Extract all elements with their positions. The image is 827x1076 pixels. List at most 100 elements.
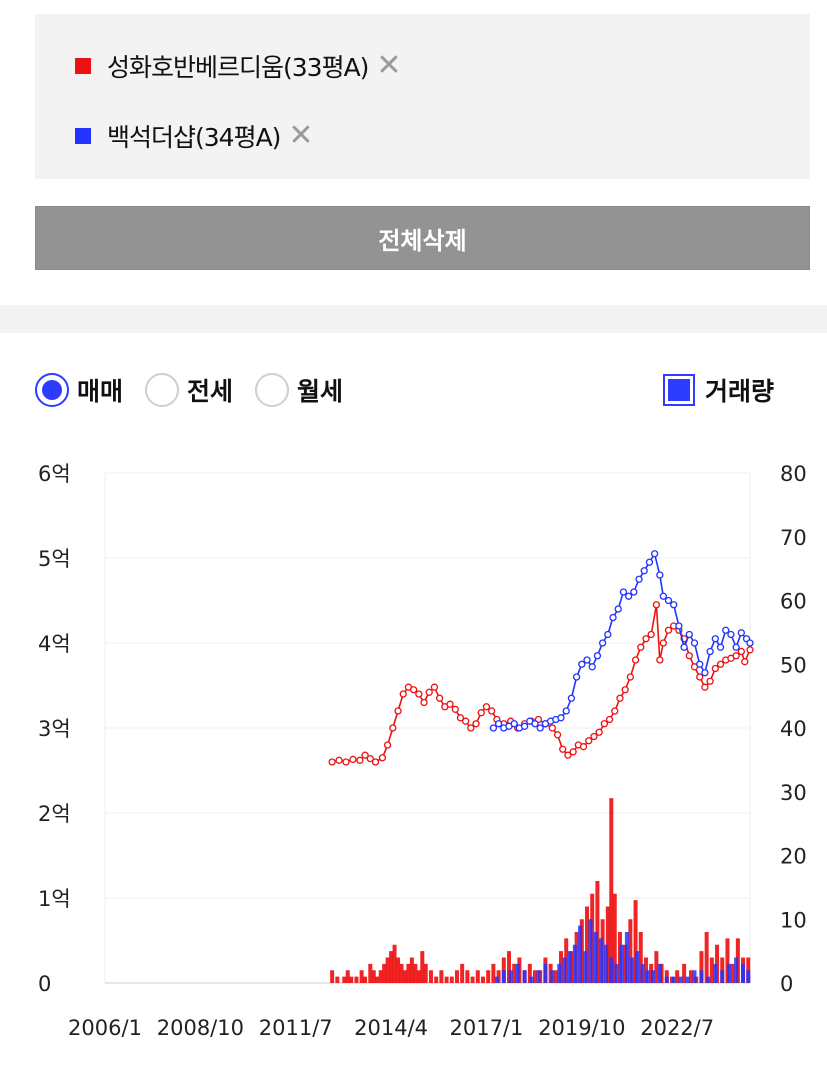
radio-unselected-icon[interactable] (255, 373, 290, 407)
radio-unselected-icon[interactable] (145, 373, 180, 407)
volume-bar (572, 944, 577, 983)
price-point (579, 743, 588, 751)
price-point (616, 694, 624, 702)
volume-bar (650, 970, 655, 983)
price-point (562, 707, 570, 715)
price-point (409, 686, 418, 694)
volume-bar (460, 963, 465, 983)
volume-bar (439, 970, 444, 983)
radio-selected-icon[interactable] (35, 373, 69, 407)
volume-bar (689, 970, 694, 983)
volume-bar (692, 970, 697, 983)
price-point (467, 724, 475, 732)
price-point (624, 592, 633, 600)
price-point (461, 717, 470, 725)
price-point (605, 715, 614, 724)
volume-bar (409, 957, 414, 983)
series-color-swatch (75, 58, 91, 74)
volume-bar (522, 970, 527, 983)
price-point (588, 663, 596, 671)
volume-bar (583, 951, 588, 983)
close-icon[interactable]: ✕ (288, 118, 314, 153)
price-point (631, 656, 640, 664)
volume-bar (368, 963, 373, 983)
radio-sale[interactable]: 매매 (35, 372, 123, 408)
volume-bar (371, 970, 376, 983)
compare-item-label: 성화호반베르디움(33평A) (107, 53, 369, 82)
volume-bar (645, 970, 650, 983)
price-point (656, 571, 664, 579)
y-left-tick-label: 6억 (38, 462, 71, 486)
volume-bar (444, 976, 449, 983)
price-point (650, 550, 659, 558)
price-point (706, 677, 714, 685)
delete-all-button[interactable]: 전체삭제 (35, 206, 810, 270)
price-point (609, 613, 617, 622)
volume-bar (375, 976, 380, 983)
price-point (567, 694, 576, 702)
price-point (645, 558, 654, 566)
price-point (647, 630, 655, 639)
price-point (356, 756, 364, 764)
volume-bar (727, 963, 732, 983)
volume-bar (619, 944, 624, 983)
radio-monthly-rent[interactable]: 월세 (255, 372, 343, 408)
volume-bar (734, 957, 739, 983)
volume-bar (454, 970, 459, 983)
compare-item-label: 백석더샵(34평A) (107, 123, 281, 152)
price-point (690, 639, 699, 647)
x-tick-label: 2022/7 (640, 1016, 714, 1040)
volume-bar (354, 976, 359, 983)
price-point (378, 754, 387, 762)
volume-toggle[interactable]: 거래량 (663, 372, 774, 408)
volume-bar (614, 963, 619, 983)
price-point (746, 639, 754, 647)
price-point (598, 639, 607, 647)
y-right-tick-label: 70 (780, 526, 807, 550)
price-point (394, 707, 402, 715)
volume-bar (529, 976, 534, 983)
volume-bar (533, 970, 537, 983)
radio-jeonse[interactable]: 전세 (145, 372, 233, 408)
price-point (472, 720, 480, 728)
checkbox-checked-icon[interactable] (663, 374, 695, 406)
price-point (494, 720, 503, 728)
volume-bar (633, 900, 638, 983)
volume-bar (671, 976, 676, 983)
volume-bar (475, 970, 480, 983)
price-point (489, 724, 498, 732)
volume-bar (543, 963, 548, 983)
volume-bar (416, 970, 421, 983)
price-point (637, 643, 645, 651)
y-right-tick-label: 40 (780, 717, 807, 741)
volume-bar (342, 976, 347, 983)
price-chart: 0 1억 2억 3억 4억 5억 6억 0 10 20 30 40 50 60 70 80 2006/1 2008… (38, 462, 807, 1040)
compare-list: 성화호반베르디움(33평A) ✕ 백석더샵(34평A) ✕ (35, 14, 810, 179)
volume-bar (604, 944, 609, 983)
price-point (640, 567, 648, 575)
radio-label: 월세 (297, 377, 344, 406)
price-point (600, 720, 609, 728)
y-right-tick-label: 0 (780, 972, 793, 996)
volume-bar (512, 963, 517, 983)
volume-bar (640, 963, 645, 983)
volume-bar (494, 976, 499, 983)
volume-bar (399, 963, 404, 983)
price-point (482, 703, 491, 711)
price-point (585, 737, 593, 745)
price-point (477, 709, 485, 717)
volume-bar (630, 957, 635, 983)
price-point (626, 673, 635, 681)
price-point (383, 741, 392, 749)
price-point (619, 588, 628, 596)
price-point (578, 660, 586, 668)
volume-bar (557, 963, 562, 983)
price-point (446, 700, 454, 708)
close-icon[interactable]: ✕ (376, 48, 402, 83)
trade-type-radio-group: 매매 전세 월세 (35, 370, 365, 410)
series-color-swatch (75, 128, 91, 144)
y-left-tick-label: 2억 (38, 802, 71, 826)
volume-bar (593, 932, 598, 983)
volume-bar (330, 970, 335, 983)
price-point (559, 745, 567, 753)
